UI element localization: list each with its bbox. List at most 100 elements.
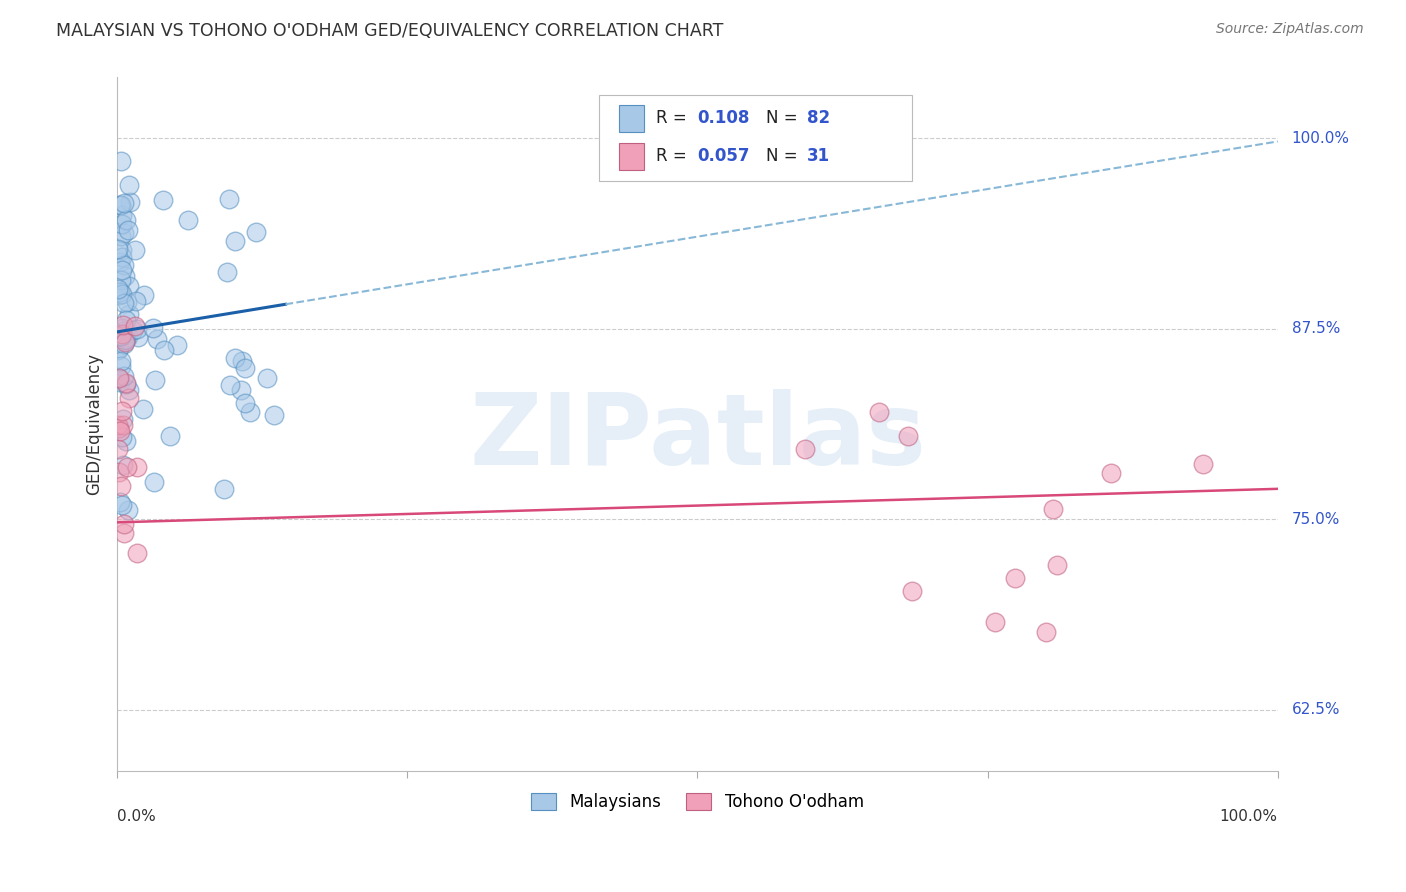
Point [111,218,134,232]
Point [1042,501,1064,516]
Point [983,615,1005,630]
Point [115,376,138,391]
Text: 62.5%: 62.5% [1292,702,1340,717]
Point [166,338,188,352]
Point [108,495,131,509]
Text: ZIPatlas: ZIPatlas [470,390,927,486]
Point [177,212,200,227]
Point [115,460,138,475]
Text: 0.108: 0.108 [697,110,749,128]
Point [110,479,132,493]
Point [142,475,165,489]
Point [115,332,138,346]
Point [117,223,139,237]
Legend: Malaysians, Tohono O'odham: Malaysians, Tohono O'odham [524,787,870,818]
Point [112,258,135,272]
Point [153,343,176,358]
Point [107,282,129,296]
Point [127,329,149,343]
Point [118,307,141,321]
Text: R =: R = [655,147,692,166]
Point [111,320,134,334]
Point [152,194,174,208]
Point [231,354,253,368]
Text: 75.0%: 75.0% [1292,512,1340,527]
Point [112,195,135,210]
Point [142,320,165,334]
Point [117,392,139,406]
Point [110,327,132,342]
Point [132,402,155,417]
FancyBboxPatch shape [619,105,644,131]
Point [108,341,131,355]
Point [107,343,129,357]
Point [214,482,236,496]
Point [108,288,131,302]
Text: 100.0%: 100.0% [1220,809,1278,824]
Point [124,318,146,333]
Point [107,369,129,384]
Point [107,242,129,256]
Point [238,405,260,419]
Point [901,584,924,599]
Point [118,178,141,192]
Point [224,351,246,365]
Point [794,442,817,457]
Point [1004,571,1026,585]
Point [897,429,920,443]
Point [110,153,132,168]
Point [110,228,132,243]
Point [115,376,138,391]
Point [114,312,136,326]
Point [114,335,136,350]
Point [111,287,134,301]
Point [245,225,267,239]
Point [122,323,145,337]
Point [107,417,129,432]
Point [117,503,139,517]
Y-axis label: GED/Equivalency: GED/Equivalency [86,353,103,495]
Text: 0.0%: 0.0% [117,809,156,824]
Point [112,525,135,540]
Point [231,383,253,397]
Point [118,194,141,209]
FancyBboxPatch shape [619,144,644,169]
Point [110,198,132,212]
Point [1099,467,1122,481]
Point [1192,457,1215,471]
Point [115,434,138,448]
Point [108,375,131,389]
Point [108,465,131,479]
Point [110,197,132,211]
Text: 31: 31 [807,147,830,166]
Text: 0.057: 0.057 [697,147,749,166]
Text: 100.0%: 100.0% [1292,131,1350,146]
Point [219,377,242,392]
Text: Source: ZipAtlas.com: Source: ZipAtlas.com [1216,22,1364,37]
Text: MALAYSIAN VS TOHONO O'ODHAM GED/EQUIVALENCY CORRELATION CHART: MALAYSIAN VS TOHONO O'ODHAM GED/EQUIVALE… [56,22,724,40]
Point [125,321,148,335]
Point [115,213,138,227]
Point [114,268,136,283]
Point [256,371,278,385]
Point [233,361,256,376]
Point [233,396,256,410]
Point [112,337,135,351]
Point [224,234,246,248]
Point [111,324,134,338]
Text: 87.5%: 87.5% [1292,321,1340,336]
Point [110,329,132,343]
Point [110,359,132,373]
Point [107,420,129,434]
Point [118,279,141,293]
Point [110,273,132,287]
Point [218,192,240,206]
Point [110,255,132,269]
Text: 82: 82 [807,110,830,128]
Point [132,287,155,301]
Point [112,226,135,240]
Point [125,294,148,309]
Text: N =: N = [766,110,803,128]
Point [159,428,181,442]
Point [110,354,132,368]
